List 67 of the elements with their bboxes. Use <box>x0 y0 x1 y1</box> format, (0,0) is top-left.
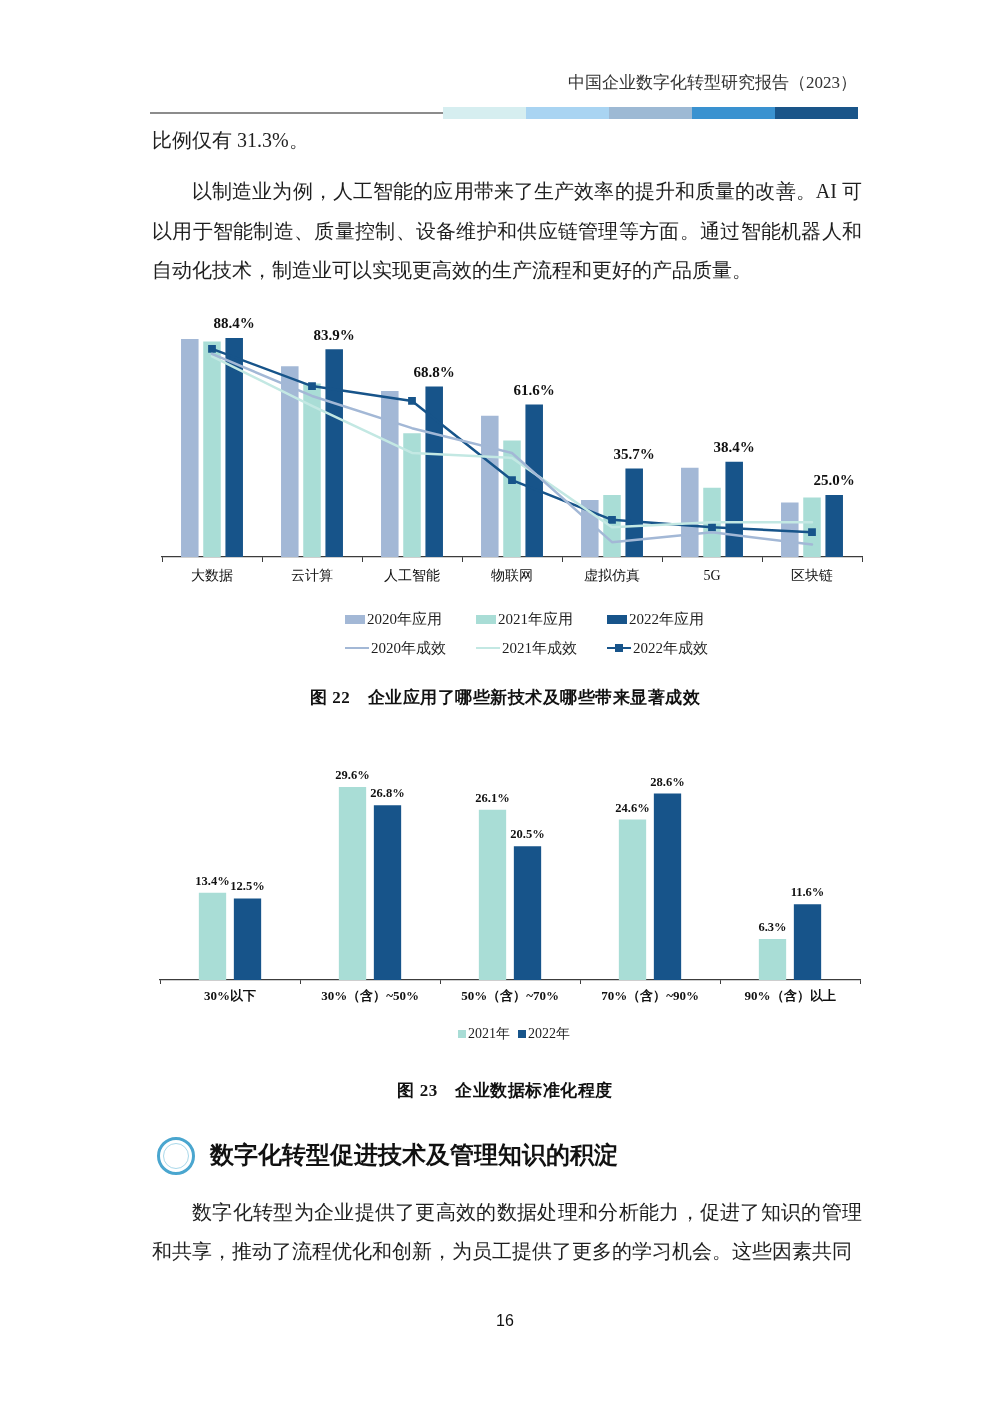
data-label: 35.7% <box>613 445 655 462</box>
legend-label: 2022年 <box>528 1025 570 1043</box>
bar <box>793 904 822 980</box>
point <box>508 476 516 485</box>
text: 比例仅有 31.3%。 <box>152 128 310 153</box>
point <box>408 397 416 405</box>
x-tick-label: 区块链 <box>791 568 833 584</box>
bar <box>513 846 542 980</box>
text: 数字化转型促进技术及管理知识的积淀 <box>210 1141 618 1170</box>
bar <box>203 341 221 557</box>
data-label: 61.6% <box>513 381 555 398</box>
data-label: 26.8% <box>370 786 405 801</box>
text: 数字化转型为企业提供了更高效的数据处理和分析能力，促进了知识的管理和共享，推动了流程优化和创新，为员工提供了更多的学习机会。这些因素共同 <box>152 1199 862 1264</box>
bar <box>403 433 421 557</box>
x-tick-label: 50%（含）~70% <box>461 988 559 1004</box>
text: 图 22 企业应用了哪些新技术及哪些带来显著成效 <box>309 687 701 709</box>
data-label: 24.6% <box>615 800 650 815</box>
x-tick-label: 虚拟仿真 <box>584 568 640 584</box>
bar <box>653 793 682 980</box>
point <box>608 515 616 524</box>
x-tick-label: 90%（含）以上 <box>744 988 836 1004</box>
data-label: 25.0% <box>813 472 855 489</box>
legend-label: 2022年应用 <box>629 609 704 629</box>
data-label: 28.6% <box>650 774 685 789</box>
data-label: 6.3% <box>758 919 787 934</box>
data-label: 68.8% <box>413 363 455 380</box>
data-label: 88.4% <box>213 315 255 332</box>
bar <box>618 819 647 980</box>
legend-label: 2021年 <box>468 1025 510 1043</box>
bar <box>758 938 787 980</box>
x-tick-label: 5G <box>703 568 721 584</box>
bar <box>373 805 402 980</box>
x-tick-label: 30%以下 <box>204 988 256 1004</box>
bar <box>233 898 262 980</box>
bar <box>503 440 521 557</box>
legend-label: 2020年成效 <box>371 638 446 658</box>
x-tick-label: 70%（含）~90% <box>601 988 699 1004</box>
legend-label: 2021年成效 <box>502 638 577 658</box>
x-tick-label: 物联网 <box>491 568 533 584</box>
data-label: 12.5% <box>230 879 265 894</box>
data-label: 83.9% <box>313 326 355 343</box>
bar <box>478 809 507 980</box>
x-tick-label: 人工智能 <box>384 568 440 584</box>
text: 以制造业为例，人工智能的应用带来了生产效率的提升和质量的改善。AI 可以用于智能制造、质量控制、设备维护和供应链管理等方面。通过智能机器人和自动化技术，制造业可以实现更高效的生产流程和更好的产品质量。 <box>152 179 862 283</box>
text: 图 23 企业数据标准化程度 <box>397 1080 613 1102</box>
text: 16 <box>496 1311 514 1331</box>
x-tick-label: 云计算 <box>291 568 333 584</box>
data-label: 13.4% <box>195 873 230 888</box>
bar <box>198 892 227 980</box>
data-label: 26.1% <box>475 790 510 805</box>
bar <box>303 383 321 557</box>
text: 中国企业数字化转型研究报告（2023） <box>568 72 857 94</box>
x-tick-label: 大数据 <box>191 568 233 584</box>
data-label: 11.6% <box>790 885 825 900</box>
x-tick-label: 30%（含）~50% <box>321 988 419 1004</box>
bar <box>181 338 199 557</box>
point <box>208 345 216 353</box>
legend-label: 2022年成效 <box>633 638 708 658</box>
data-label: 29.6% <box>335 767 370 782</box>
bar <box>338 787 367 980</box>
legend-label: 2021年应用 <box>498 609 573 629</box>
bar <box>825 495 843 557</box>
data-label: 38.4% <box>713 439 755 456</box>
data-label: 20.5% <box>510 827 545 842</box>
point <box>308 382 316 390</box>
legend-label: 2020年应用 <box>367 609 442 629</box>
point <box>808 528 816 537</box>
